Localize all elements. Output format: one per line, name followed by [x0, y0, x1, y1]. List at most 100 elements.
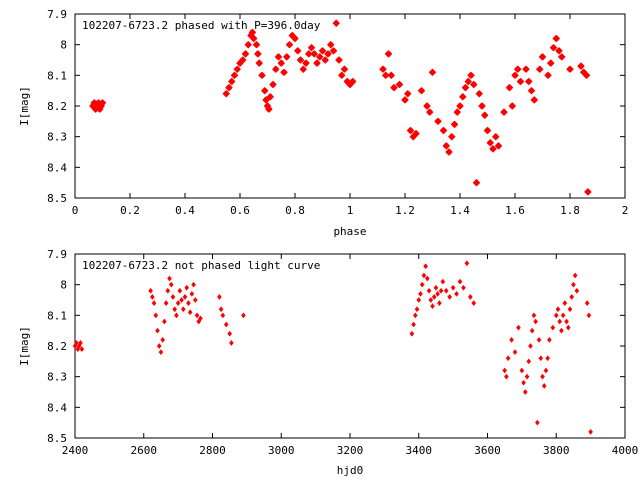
data-point: [262, 96, 270, 104]
data-point: [528, 343, 533, 349]
data-point: [566, 65, 574, 73]
data-point: [158, 349, 164, 356]
data-point: [425, 275, 430, 282]
data-point: [411, 321, 416, 328]
data-point: [472, 178, 481, 187]
y-tick-label: 8.1: [47, 69, 67, 82]
data-point: [335, 56, 343, 64]
y-tick-label: 8.2: [47, 340, 67, 353]
data-point: [450, 120, 459, 129]
data-point: [414, 306, 420, 313]
data-point: [470, 80, 478, 89]
data-point: [390, 83, 398, 92]
data-point: [283, 53, 291, 61]
y-tick-label: 8.5: [47, 192, 67, 205]
phased-x-axis-label: phase: [333, 225, 366, 238]
data-point: [565, 324, 571, 331]
data-point: [327, 40, 335, 49]
data-point: [419, 281, 425, 288]
x-tick-label: 3600: [474, 444, 501, 457]
data-point: [538, 355, 544, 362]
data-point: [416, 297, 422, 303]
data-point: [577, 62, 585, 70]
data-point: [244, 40, 252, 49]
data-point: [241, 50, 250, 58]
data-point: [151, 300, 157, 306]
data-point: [431, 294, 437, 300]
data-point: [535, 419, 540, 426]
x-tick-label: 1.6: [505, 204, 525, 217]
data-point: [302, 59, 310, 67]
data-point: [513, 65, 522, 73]
data-point: [445, 148, 453, 156]
data-point: [464, 77, 472, 86]
x-tick-label: 1.2: [395, 204, 415, 217]
x-tick-label: 3200: [337, 444, 364, 457]
unphased-x-axis-label: hjd0: [337, 464, 364, 477]
y-tick-label: 8.5: [47, 432, 67, 445]
data-point: [524, 77, 533, 86]
data-point: [194, 312, 200, 319]
data-point: [552, 34, 561, 43]
data-point: [535, 65, 544, 73]
data-point: [266, 93, 274, 101]
data-point: [572, 272, 578, 279]
data-point: [508, 102, 517, 110]
data-point: [220, 312, 226, 319]
data-point: [428, 297, 434, 303]
data-point: [177, 287, 183, 294]
data-point: [150, 294, 155, 300]
data-point: [296, 56, 305, 64]
phased-title: 102207-6723.2 phased with P=396.0day: [82, 19, 321, 32]
data-point: [505, 355, 511, 362]
data-point: [423, 102, 431, 110]
data-point: [511, 71, 519, 80]
y-tick-label: 7.9: [47, 248, 67, 261]
data-point: [324, 50, 332, 58]
data-point: [521, 379, 526, 386]
data-point: [417, 86, 426, 95]
data-point: [228, 77, 236, 86]
data-point: [165, 287, 171, 294]
phased-panel: 102207-6723.2 phased with P=396.0day pha…: [18, 8, 628, 238]
data-point: [404, 89, 412, 98]
data-point: [184, 284, 190, 291]
data-point: [524, 373, 530, 380]
data-point: [443, 287, 449, 294]
data-point: [584, 188, 592, 196]
x-tick-label: 1.8: [560, 204, 580, 217]
data-point: [546, 59, 555, 67]
x-tick-label: 0.2: [120, 204, 140, 217]
data-point: [439, 126, 448, 135]
data-point: [529, 327, 535, 334]
data-point: [179, 297, 184, 303]
data-point: [265, 105, 273, 113]
data-point: [584, 300, 590, 306]
data-point: [550, 324, 556, 331]
x-tick-label: 0.4: [175, 204, 195, 217]
data-point: [486, 139, 494, 147]
y-tick-label: 8.4: [47, 161, 67, 174]
data-point: [423, 263, 428, 270]
data-point: [222, 89, 230, 98]
data-point: [148, 287, 153, 294]
data-point: [500, 108, 508, 116]
data-point: [478, 102, 486, 110]
data-point: [489, 145, 497, 153]
data-point: [541, 382, 547, 389]
y-tick-label: 7.9: [47, 8, 67, 21]
data-point: [254, 50, 262, 58]
data-point: [545, 355, 550, 362]
data-point: [384, 50, 393, 58]
y-tick-label: 8.2: [47, 100, 67, 113]
data-point: [98, 99, 107, 107]
unphased-panel: 102207-6723.2 not phased light curve hjd…: [18, 248, 638, 477]
data-point: [564, 318, 569, 325]
data-point: [530, 96, 539, 104]
phased-y-axis-label: I[mag]: [18, 86, 31, 126]
data-point: [435, 290, 440, 297]
data-point: [217, 294, 222, 300]
data-point: [291, 34, 299, 43]
data-point: [180, 306, 186, 313]
data-point: [494, 142, 503, 150]
